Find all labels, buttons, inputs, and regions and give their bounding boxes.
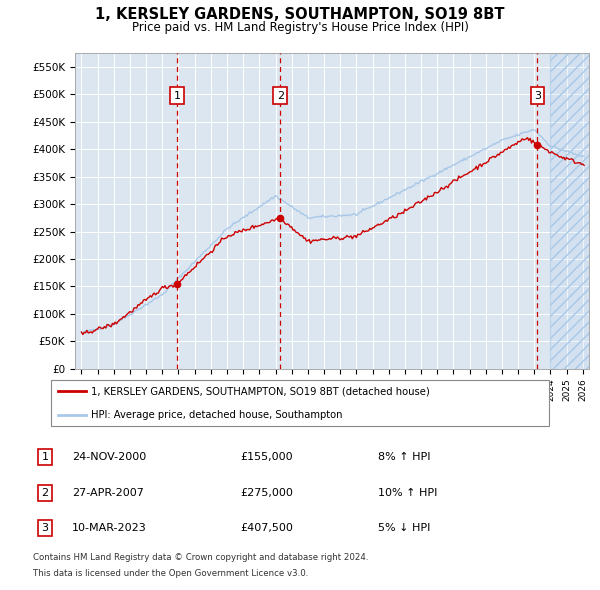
Text: 1: 1 [41, 453, 49, 462]
Text: 10-MAR-2023: 10-MAR-2023 [72, 523, 147, 533]
Text: Price paid vs. HM Land Registry's House Price Index (HPI): Price paid vs. HM Land Registry's House … [131, 21, 469, 34]
Text: 27-APR-2007: 27-APR-2007 [72, 488, 144, 497]
FancyBboxPatch shape [50, 379, 550, 426]
Text: 3: 3 [41, 523, 49, 533]
Text: 2: 2 [41, 488, 49, 497]
Text: 8% ↑ HPI: 8% ↑ HPI [378, 453, 431, 462]
Text: HPI: Average price, detached house, Southampton: HPI: Average price, detached house, Sout… [91, 410, 343, 420]
Text: £275,000: £275,000 [240, 488, 293, 497]
Text: This data is licensed under the Open Government Licence v3.0.: This data is licensed under the Open Gov… [33, 569, 308, 578]
Bar [550, 53, 591, 369]
Text: £407,500: £407,500 [240, 523, 293, 533]
Text: £155,000: £155,000 [240, 453, 293, 462]
Text: 3: 3 [534, 91, 541, 101]
Text: 1, KERSLEY GARDENS, SOUTHAMPTON, SO19 8BT: 1, KERSLEY GARDENS, SOUTHAMPTON, SO19 8B… [95, 7, 505, 22]
Text: 1, KERSLEY GARDENS, SOUTHAMPTON, SO19 8BT (detached house): 1, KERSLEY GARDENS, SOUTHAMPTON, SO19 8B… [91, 386, 430, 396]
Text: 24-NOV-2000: 24-NOV-2000 [72, 453, 146, 462]
Text: 2: 2 [277, 91, 284, 101]
Text: 10% ↑ HPI: 10% ↑ HPI [378, 488, 437, 497]
Text: 5% ↓ HPI: 5% ↓ HPI [378, 523, 430, 533]
Bar [550, 53, 591, 369]
Text: 1: 1 [173, 91, 181, 101]
Text: Contains HM Land Registry data © Crown copyright and database right 2024.: Contains HM Land Registry data © Crown c… [33, 553, 368, 562]
